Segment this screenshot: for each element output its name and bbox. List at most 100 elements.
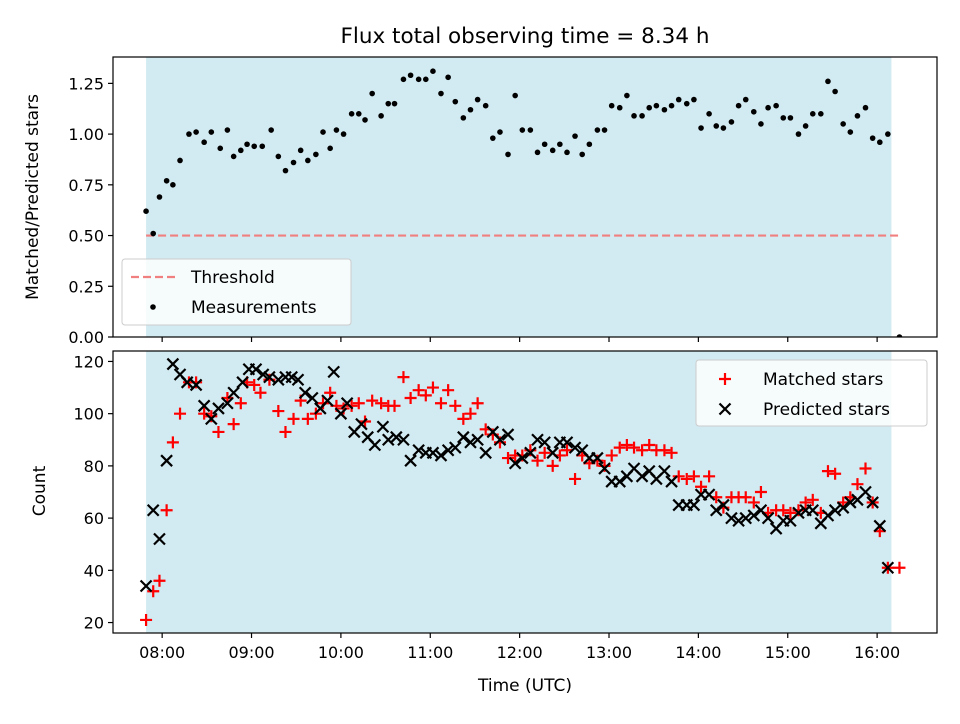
predicted-star-point	[591, 451, 604, 465]
measurement-point	[313, 151, 319, 158]
measurement-point	[460, 115, 467, 121]
matched-star-point	[412, 384, 425, 397]
measurement-point	[646, 104, 653, 111]
matched-star-point	[658, 444, 671, 457]
measurement-point	[208, 129, 215, 135]
predicted-star-point	[197, 399, 211, 413]
matched-star-point	[212, 425, 225, 438]
measurement-point	[773, 102, 779, 109]
measurement-point	[422, 76, 429, 83]
x-tick-label: 11:00	[407, 643, 453, 662]
x-tick-label: 10:00	[318, 643, 364, 662]
measurement-point	[275, 153, 282, 160]
top-y-axis-label: Matched/Predicted stars	[23, 94, 43, 300]
measurement-point	[244, 141, 250, 148]
matched-star-point	[636, 444, 649, 457]
predicted-star-point	[441, 443, 455, 457]
measurement-point	[661, 106, 668, 113]
measurement-point	[282, 167, 289, 174]
measurement-point	[691, 96, 697, 103]
measurement-point	[795, 131, 802, 137]
matched-star-point	[464, 407, 477, 420]
predicted-star-point	[263, 370, 276, 384]
legend-measurements-label: Measurements	[191, 298, 317, 318]
measurement-point	[675, 96, 682, 103]
matched-star-point	[345, 399, 358, 412]
measurement-point	[251, 143, 258, 150]
top-frame	[112, 56, 938, 338]
measurement-point	[415, 76, 422, 83]
matched-star-point	[449, 399, 462, 412]
measurement-point	[818, 111, 824, 117]
x-tick-label: 16:00	[854, 643, 900, 662]
predicted-star-point	[236, 376, 249, 389]
matched-star-point	[404, 392, 417, 404]
measurement-point	[809, 111, 816, 117]
predicted-star-point	[493, 433, 507, 447]
predicted-star-point	[732, 514, 745, 527]
matched-star-point	[680, 472, 693, 485]
measurement-point	[348, 111, 355, 117]
predicted-star-point	[665, 475, 678, 488]
predicted-star-point	[306, 391, 319, 405]
legend-threshold-label: Threshold	[190, 268, 275, 288]
y-tick-label: 120	[73, 352, 104, 371]
matched-star-point	[672, 470, 685, 483]
matched-star-point	[174, 407, 187, 420]
predicted-star-point	[516, 451, 529, 465]
matched-star-point	[352, 397, 365, 410]
measurement-point	[780, 115, 787, 121]
predicted-star-point	[873, 519, 887, 533]
measurement-point	[400, 76, 407, 83]
predicted-star-point	[702, 488, 716, 501]
predicted-star-point	[180, 376, 194, 389]
measurement-point	[728, 119, 735, 125]
measurement-point	[594, 127, 601, 133]
matched-star-point	[234, 397, 247, 410]
measurement-point	[519, 127, 526, 133]
measurement-point	[438, 90, 444, 97]
predicted-star-point	[426, 446, 440, 460]
bottom-frame	[112, 350, 938, 634]
y-tick-label: 40	[84, 561, 104, 580]
predicted-star-point	[272, 373, 285, 386]
predicted-star-point	[546, 446, 559, 460]
matched-star-point	[538, 446, 551, 459]
matched-star-point	[279, 425, 292, 438]
matched-star-point	[457, 412, 470, 425]
x-axis-label: Time (UTC)	[477, 676, 572, 696]
measurement-point	[156, 194, 163, 200]
legend-box	[121, 258, 352, 326]
matched-star-point	[531, 454, 544, 467]
predicted-star-point	[598, 462, 611, 475]
predicted-star-point	[321, 394, 334, 407]
matched-star-point	[739, 491, 752, 504]
measurement-point	[268, 127, 274, 133]
predicted-star-point	[568, 441, 582, 454]
predicted-star-point	[538, 436, 551, 449]
predicted-star-point	[449, 441, 462, 454]
measurement-point	[713, 123, 720, 129]
matched-star-point	[784, 506, 797, 519]
matched-star-point	[434, 397, 447, 410]
measurement-point	[787, 115, 794, 121]
measurement-point	[653, 102, 660, 109]
y-tick-label: 80	[84, 457, 104, 476]
measurement-point	[201, 139, 207, 146]
matched-star-point	[643, 439, 656, 451]
measurement-point	[549, 147, 556, 154]
predicted-star-point	[471, 433, 484, 447]
measurement-point	[869, 135, 876, 141]
legend-predicted-swatch	[718, 402, 732, 416]
matched-star-point	[628, 441, 641, 454]
predicted-star-point	[844, 496, 857, 509]
measurement-point	[698, 125, 704, 131]
measurement-point	[572, 133, 578, 139]
measurement-point	[750, 108, 757, 115]
predicted-star-point	[212, 402, 225, 415]
x-tick-label: 09:00	[228, 643, 274, 662]
predicted-star-point	[390, 430, 403, 444]
predicted-star-point	[761, 511, 775, 525]
measurement-point	[333, 127, 340, 133]
measurement-point	[877, 139, 883, 146]
